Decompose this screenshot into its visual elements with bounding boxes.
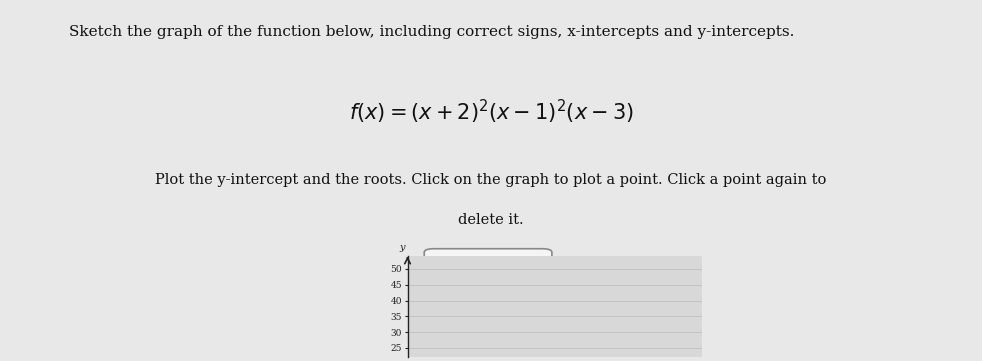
- Text: Plot the y-intercept and the roots. Click on the graph to plot a point. Click a : Plot the y-intercept and the roots. Clic…: [155, 173, 827, 187]
- Text: $f(x) = (x + 2)^2(x - 1)^2(x - 3)$: $f(x) = (x + 2)^2(x - 1)^2(x - 3)$: [349, 97, 633, 126]
- Text: Sketch the graph of the function below, including correct signs, x-intercepts an: Sketch the graph of the function below, …: [69, 25, 794, 39]
- FancyBboxPatch shape: [424, 249, 552, 282]
- Text: Done plotting: Done plotting: [445, 259, 531, 272]
- Text: delete it.: delete it.: [459, 213, 523, 227]
- Text: y: y: [399, 243, 405, 252]
